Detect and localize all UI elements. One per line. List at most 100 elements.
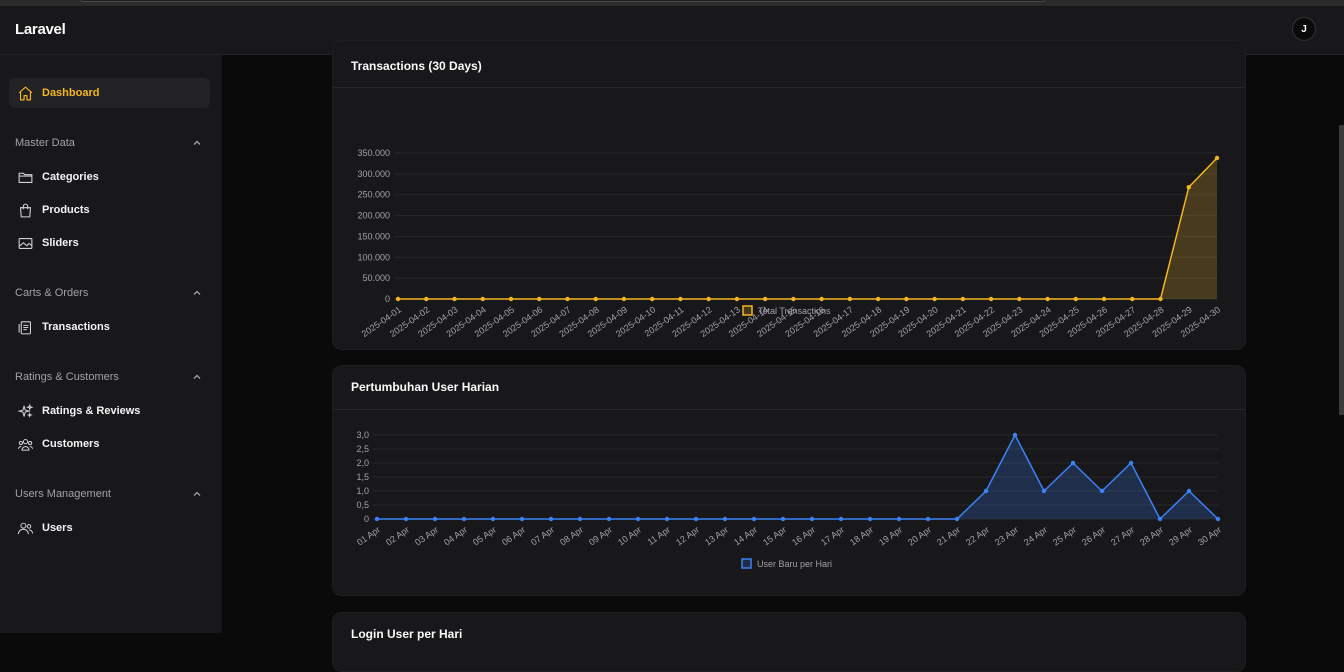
- chevron-up-icon: [193, 140, 201, 145]
- sidebar-item-label: Customers: [42, 438, 100, 450]
- y-tick-label: 200.000: [357, 211, 390, 221]
- data-point: [606, 516, 612, 522]
- data-point: [452, 296, 457, 302]
- data-point: [762, 296, 768, 302]
- data-point: [519, 516, 525, 522]
- x-tick-label: 21 Apr: [935, 524, 962, 547]
- data-point: [635, 516, 641, 522]
- data-point: [819, 296, 824, 302]
- x-tick-label: 06 Apr: [500, 524, 527, 547]
- data-point: [490, 516, 496, 522]
- data-point: [1017, 296, 1022, 302]
- data-point: [424, 296, 429, 302]
- x-tick-label: 11 Apr: [646, 524, 673, 547]
- sidebar-item-categories[interactable]: Categories: [9, 162, 210, 192]
- chevron-up-icon: [193, 491, 201, 496]
- data-point: [722, 516, 728, 522]
- y-tick-label: 2,0: [356, 458, 369, 468]
- data-point: [508, 296, 514, 302]
- users-group-icon: [16, 435, 34, 453]
- y-tick-label: 1,0: [356, 486, 369, 496]
- x-tick-label: 03 Apr: [413, 524, 440, 547]
- folder-icon: [16, 168, 34, 186]
- data-point: [480, 296, 485, 302]
- series-line: [377, 433, 1219, 521]
- x-tick-label: 23 Apr: [993, 524, 1020, 547]
- data-point: [1186, 488, 1192, 494]
- legend-swatch: [741, 558, 752, 569]
- x-tick-label: 10 Apr: [616, 524, 643, 547]
- user-avatar[interactable]: J: [1292, 17, 1316, 41]
- address-bar[interactable]: [80, 0, 1046, 2]
- login-chart-card: Login User per Hari: [332, 612, 1246, 672]
- nav-group-label: Carts & Orders: [15, 287, 89, 299]
- y-tick-label: 2,5: [356, 444, 369, 454]
- y-tick-label: 150.000: [357, 231, 390, 241]
- x-tick-label: 04 Apr: [442, 524, 469, 547]
- x-tick-label: 27 Apr: [1109, 524, 1136, 547]
- sidebar-item-dashboard[interactable]: Dashboard: [9, 78, 210, 108]
- x-tick-label: 08 Apr: [558, 524, 585, 547]
- y-tick-label: 100.000: [357, 252, 390, 262]
- data-point: [954, 516, 960, 522]
- data-point: [751, 516, 757, 522]
- shopping-bag-icon: [16, 201, 34, 219]
- data-point: [988, 296, 994, 302]
- x-tick-label: 30 Apr: [1196, 524, 1223, 547]
- sidebar-item-ratings-reviews[interactable]: Ratings & Reviews: [9, 396, 210, 426]
- brand-logo[interactable]: Laravel: [15, 21, 66, 38]
- card-title: Pertumbuhan User Harian: [351, 380, 500, 394]
- sidebar-item-transactions[interactable]: Transactions: [9, 312, 210, 342]
- x-tick-label: 16 Apr: [790, 524, 817, 547]
- nav-group-label: Ratings & Customers: [15, 371, 119, 383]
- data-point: [932, 296, 937, 302]
- x-tick-label: 13 Apr: [703, 524, 730, 547]
- y-tick-label: 3,0: [356, 430, 369, 440]
- card-title: Login User per Hari: [351, 627, 463, 641]
- series-line: [398, 157, 1218, 300]
- data-point: [432, 516, 438, 522]
- data-point: [960, 296, 966, 302]
- nav-group-label: Master Data: [15, 137, 75, 149]
- data-point: [1130, 296, 1135, 302]
- user-growth-chart: 0 0,5 1,0 1,5 2,0 2,5 3,0 01 Apr 02 Apr 03 Apr 04 …: [355, 430, 1223, 569]
- data-point: [403, 516, 409, 522]
- sparkles-icon: [16, 402, 34, 420]
- data-point: [780, 516, 786, 522]
- data-point: [838, 516, 844, 522]
- transactions-chart-card: Transactions (30 Days) 0 50.000 100.000 150…: [332, 40, 1246, 350]
- nav-group-carts-orders[interactable]: Carts & Orders: [15, 285, 202, 301]
- data-point: [678, 296, 683, 302]
- data-point: [565, 296, 570, 302]
- nav-group-users-management[interactable]: Users Management: [15, 486, 202, 502]
- data-point: [1214, 155, 1220, 161]
- sidebar-item-customers[interactable]: Customers: [9, 429, 210, 459]
- data-point: [1128, 460, 1134, 466]
- data-point: [1099, 488, 1105, 494]
- data-point: [548, 516, 554, 522]
- data-point: [706, 296, 711, 302]
- sidebar-item-label: Dashboard: [42, 87, 100, 99]
- data-point: [734, 296, 740, 302]
- x-tick-label: 02 Apr: [384, 524, 411, 547]
- clipboard-icon: [16, 318, 34, 336]
- y-tick-label: 0: [364, 514, 369, 524]
- nav-group-master-data[interactable]: Master Data: [15, 135, 202, 151]
- series-area: [377, 435, 1218, 519]
- data-point: [664, 516, 670, 522]
- x-tick-label: 20 Apr: [906, 524, 933, 547]
- chevron-up-icon: [193, 374, 201, 379]
- sidebar-item-sliders[interactable]: Sliders: [9, 228, 210, 258]
- data-point: [925, 516, 931, 522]
- nav-group-ratings-customers[interactable]: Ratings & Customers: [15, 369, 202, 385]
- chart-legend: Total Transactions: [742, 305, 831, 316]
- x-tick-label: 19 Apr: [877, 524, 904, 547]
- sidebar-item-users[interactable]: Users: [9, 513, 210, 543]
- data-point: [1070, 460, 1076, 466]
- scrollbar-thumb[interactable]: [1339, 125, 1344, 415]
- data-point: [1045, 296, 1050, 302]
- data-point: [537, 296, 542, 302]
- x-tick-label: 15 Apr: [761, 524, 788, 547]
- sidebar-item-products[interactable]: Products: [9, 195, 210, 225]
- x-tick-label: 12 Apr: [674, 524, 701, 547]
